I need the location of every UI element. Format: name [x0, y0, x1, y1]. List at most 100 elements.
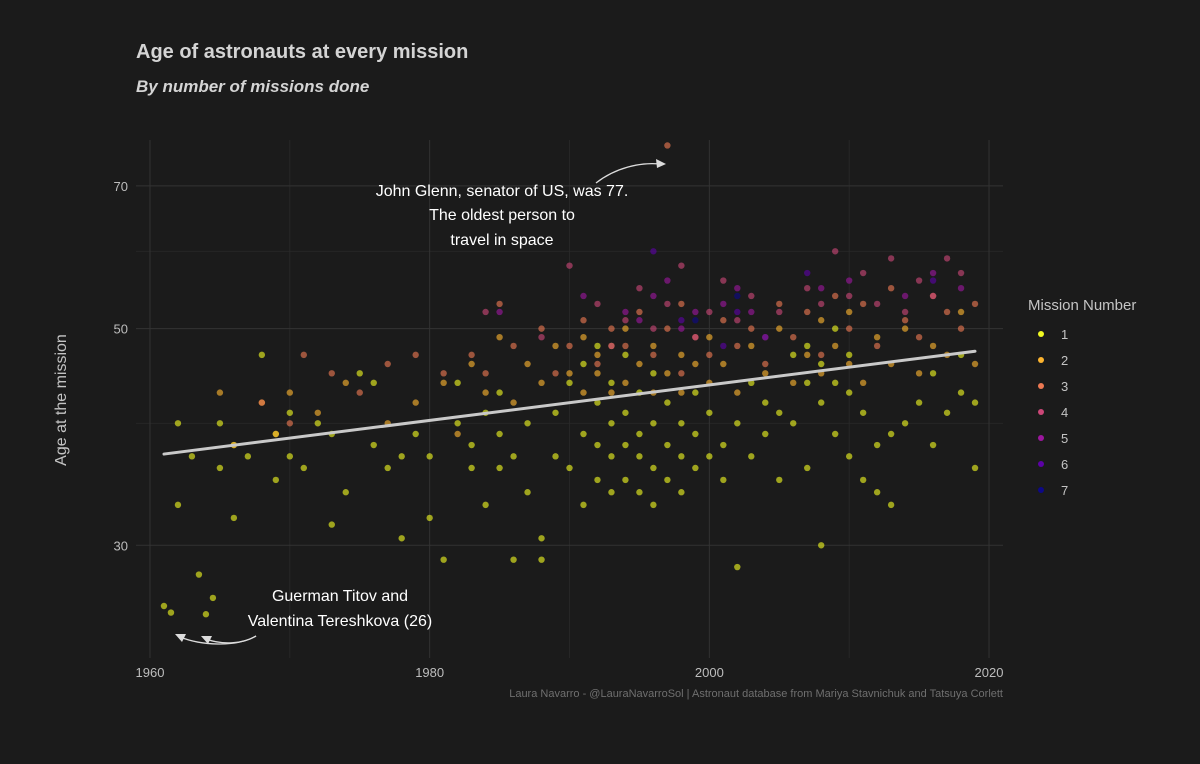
- data-point-mission-1: [300, 464, 308, 472]
- data-point-mission-1: [650, 370, 657, 377]
- data-point-mission-2: [650, 342, 657, 350]
- data-point-mission-4: [594, 300, 601, 308]
- data-point-mission-1: [706, 409, 713, 416]
- data-point-mission-1: [971, 464, 979, 472]
- data-point-mission-6: [720, 342, 727, 350]
- data-point-mission-3: [328, 370, 335, 377]
- data-point-mission-2: [566, 370, 573, 377]
- y-axis-title: Age at the mission: [53, 334, 70, 466]
- data-point-mission-1: [971, 399, 979, 406]
- data-point-mission-1: [720, 476, 727, 484]
- data-point-mission-2: [272, 430, 280, 438]
- data-point-mission-3: [957, 325, 965, 332]
- data-point-mission-1: [209, 594, 217, 602]
- annotation-titov-line-1: Guerman Titov and: [272, 588, 408, 605]
- data-point-mission-1: [706, 453, 713, 460]
- data-point-mission-2: [608, 389, 615, 396]
- data-point-mission-3: [678, 370, 685, 377]
- data-point-mission-3: [356, 389, 363, 396]
- data-point-mission-2: [594, 370, 601, 377]
- data-point-mission-1: [650, 464, 657, 472]
- data-point-mission-3: [734, 342, 741, 350]
- data-point-mission-4: [748, 292, 755, 300]
- data-point-mission-3: [915, 333, 923, 341]
- data-point-mission-1: [174, 420, 182, 427]
- annotation-titov-line-2: Valentina Tereshkova (26): [248, 613, 432, 630]
- data-point-mission-2: [412, 399, 419, 406]
- data-point-mission-1: [244, 453, 252, 460]
- data-point-mission-3: [720, 317, 727, 324]
- data-points: [160, 142, 979, 618]
- data-point-mission-1: [664, 476, 671, 484]
- data-point-mission-3: [887, 284, 895, 292]
- data-point-mission-1: [328, 521, 335, 528]
- data-point-mission-3: [845, 325, 853, 332]
- data-point-mission-4: [957, 269, 965, 277]
- data-point-mission-4: [664, 300, 671, 308]
- data-point-mission-1: [524, 489, 531, 496]
- data-point-mission-1: [692, 389, 699, 396]
- data-point-mission-1: [594, 441, 601, 449]
- data-point-mission-1: [915, 399, 923, 406]
- legend-swatch-4: [1038, 409, 1044, 415]
- annotation-titov-arrow-1: [179, 635, 257, 645]
- data-point-mission-3: [258, 399, 266, 406]
- x-tick-label: 1960: [136, 665, 165, 680]
- data-point-mission-2: [580, 333, 587, 341]
- data-point-mission-1: [678, 489, 685, 496]
- data-point-mission-2: [748, 342, 755, 350]
- data-point-mission-2: [901, 325, 909, 332]
- legend-swatch-6: [1038, 461, 1044, 467]
- data-point-mission-1: [510, 556, 517, 563]
- data-point-mission-4: [608, 342, 615, 350]
- data-point-mission-1: [636, 430, 643, 438]
- data-point-mission-3: [776, 300, 783, 308]
- data-point-mission-1: [818, 399, 825, 406]
- data-point-mission-2: [496, 333, 503, 341]
- data-point-mission-5: [580, 292, 587, 300]
- data-point-mission-4: [706, 308, 713, 316]
- data-point-mission-1: [216, 464, 224, 472]
- data-point-mission-1: [818, 542, 825, 549]
- data-point-mission-3: [901, 317, 909, 324]
- data-point-mission-1: [790, 351, 797, 359]
- annotation-glenn-line-1: John Glenn, senator of US, was 77.: [376, 183, 629, 200]
- data-point-mission-4: [692, 333, 699, 341]
- legend-label-5: 5: [1061, 431, 1068, 446]
- data-point-mission-4: [873, 300, 881, 308]
- data-point-mission-1: [566, 379, 573, 387]
- data-point-mission-2: [454, 430, 461, 438]
- legend-swatch-2: [1038, 357, 1044, 363]
- data-point-mission-1: [790, 420, 797, 427]
- data-point-mission-4: [538, 333, 545, 341]
- data-point-mission-5: [818, 284, 825, 292]
- data-point-mission-1: [692, 464, 699, 472]
- data-point-mission-2: [692, 360, 699, 368]
- data-point-mission-6: [762, 333, 769, 341]
- data-point-mission-1: [202, 611, 210, 618]
- data-point-mission-1: [622, 476, 629, 484]
- data-point-mission-1: [496, 430, 503, 438]
- chart-caption: Laura Navarro - @LauraNavarroSol | Astro…: [509, 688, 1003, 700]
- data-point-mission-1: [664, 441, 671, 449]
- data-point-mission-1: [901, 420, 909, 427]
- data-point-mission-1: [873, 441, 881, 449]
- data-point-mission-2: [971, 360, 979, 368]
- data-point-mission-1: [496, 464, 503, 472]
- data-point-mission-7: [734, 292, 741, 300]
- data-point-mission-1: [580, 501, 587, 509]
- data-point-mission-3: [622, 342, 629, 350]
- data-point-mission-1: [608, 489, 615, 496]
- data-point-mission-3: [286, 420, 294, 427]
- data-point-mission-1: [195, 571, 203, 578]
- data-point-mission-3: [664, 142, 671, 149]
- data-point-mission-5: [678, 325, 685, 332]
- data-point-mission-1: [650, 501, 657, 509]
- data-point-mission-1: [762, 399, 769, 406]
- data-point-mission-1: [538, 535, 545, 542]
- data-point-mission-1: [314, 420, 321, 427]
- data-point-mission-1: [804, 464, 811, 472]
- data-point-mission-1: [342, 489, 349, 496]
- data-point-mission-1: [720, 441, 727, 449]
